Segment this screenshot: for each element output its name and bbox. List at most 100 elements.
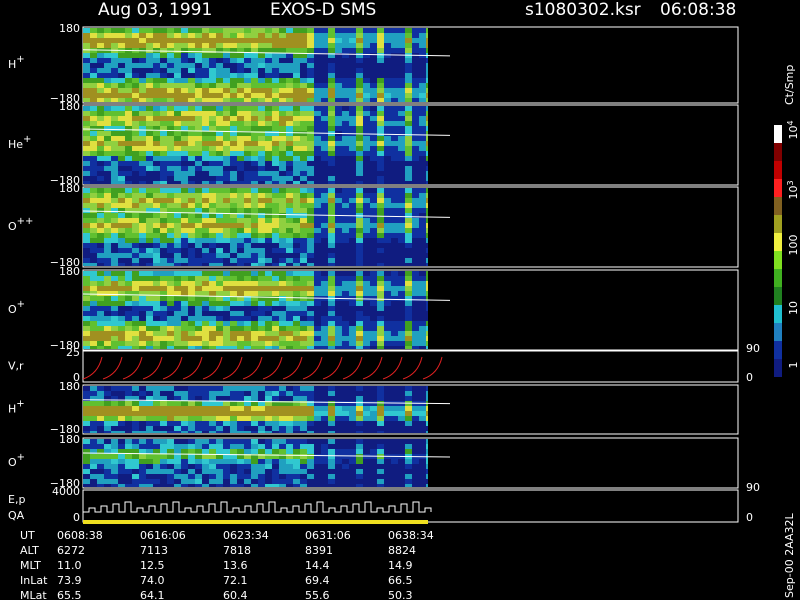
- spectrogram-cell: [139, 203, 146, 208]
- spectrogram-cell: [223, 188, 230, 193]
- spectrogram-cell: [335, 306, 342, 311]
- spectrogram-cell: [202, 151, 209, 156]
- spectrogram-cell: [90, 296, 97, 301]
- spectrogram-cell: [139, 156, 146, 161]
- spectrogram-cell: [272, 111, 279, 116]
- spectrogram-cell: [419, 248, 426, 253]
- spectrogram-cell: [160, 126, 167, 131]
- spectrogram-cell: [216, 263, 223, 266]
- spectrogram-cell: [370, 316, 377, 321]
- spectrogram-cell: [83, 213, 90, 218]
- spectrogram-cell: [370, 53, 377, 58]
- spectrogram-cell: [363, 326, 370, 331]
- spectrogram-cell: [237, 316, 244, 321]
- spectrogram-cell: [111, 171, 118, 176]
- spectrogram-cell: [83, 203, 90, 208]
- spectrogram-cell: [328, 156, 335, 161]
- spectrogram-cell: [265, 248, 272, 253]
- spectrogram-cell: [328, 38, 335, 43]
- spectrogram-cell: [405, 464, 412, 469]
- spectrogram-cell: [181, 396, 188, 401]
- spectrogram-cell: [300, 459, 307, 464]
- spectrogram-cell: [237, 426, 244, 431]
- spectrogram-cell: [90, 306, 97, 311]
- spectrogram-cell: [391, 58, 398, 63]
- spectrogram-cell: [370, 93, 377, 98]
- spectrogram-cell: [146, 238, 153, 243]
- spectrogram-cell: [419, 73, 426, 78]
- spectrogram-cell: [265, 316, 272, 321]
- spectrogram-cell: [314, 106, 321, 111]
- spectrogram-cell: [111, 98, 118, 102]
- spectrogram-cell: [146, 459, 153, 464]
- spectrogram-cell: [349, 326, 356, 331]
- spectrogram-cell: [321, 439, 328, 444]
- spectrogram-cell: [356, 28, 363, 33]
- spectrogram-cell: [286, 474, 293, 479]
- spectrogram-cell: [363, 301, 370, 306]
- spectrogram-cell: [83, 28, 90, 33]
- spectrogram-cell: [160, 311, 167, 316]
- spectrogram-cell: [272, 286, 279, 291]
- spectrogram-cell: [223, 38, 230, 43]
- spectrogram-cell: [286, 38, 293, 43]
- spectrogram-cell: [363, 411, 370, 416]
- spectrogram-cell: [279, 213, 286, 218]
- spectrogram-cell: [167, 188, 174, 193]
- spectrogram-cell: [174, 68, 181, 73]
- spectrogram-cell: [293, 68, 300, 73]
- spectrogram-cell: [370, 38, 377, 43]
- spectrogram-cell: [391, 141, 398, 146]
- spectrogram-cell: [321, 263, 328, 266]
- spectrogram-cell: [321, 454, 328, 459]
- spectrogram-cell: [412, 106, 419, 111]
- spectrogram-cell: [139, 281, 146, 286]
- spectrogram-cell: [363, 459, 370, 464]
- spectrogram-cell: [237, 258, 244, 263]
- spectrogram-cell: [335, 331, 342, 336]
- spectrogram-cell: [132, 306, 139, 311]
- spectrogram-cell: [230, 464, 237, 469]
- spectrogram-cell: [300, 238, 307, 243]
- spectrogram-cell: [286, 218, 293, 223]
- spectrogram-cell: [279, 111, 286, 116]
- spectrogram-cell: [153, 131, 160, 136]
- spectrogram-cell: [167, 386, 174, 391]
- spectrogram-cell: [314, 171, 321, 176]
- spectrogram-cell: [349, 258, 356, 263]
- spectrogram-cell: [83, 176, 90, 181]
- spectrogram-cell: [97, 58, 104, 63]
- spectrogram-cell: [370, 228, 377, 233]
- spectrogram-cell: [328, 228, 335, 233]
- spectrogram-cell: [195, 218, 202, 223]
- spectrogram-cell: [377, 208, 384, 213]
- spectrogram-cell: [146, 223, 153, 228]
- spectrogram-cell: [335, 411, 342, 416]
- spectrogram-cell: [181, 218, 188, 223]
- spectrogram-cell: [244, 53, 251, 58]
- spectrogram-cell: [195, 296, 202, 301]
- spectrogram-cell: [153, 243, 160, 248]
- spectrogram-cell: [328, 336, 335, 341]
- spectrogram-cell: [97, 63, 104, 68]
- spectrogram-cell: [335, 181, 342, 184]
- spectrogram-cell: [160, 459, 167, 464]
- spectrogram-cell: [293, 479, 300, 484]
- spectrogram-cell: [153, 469, 160, 474]
- spectrogram-cell: [258, 141, 265, 146]
- spectrogram-cell: [258, 83, 265, 88]
- spectrogram-cell: [181, 416, 188, 421]
- spectrogram-cell: [286, 426, 293, 431]
- spectrogram-cell: [160, 321, 167, 326]
- spectrogram-cell: [356, 53, 363, 58]
- spectrogram-cell: [125, 93, 132, 98]
- spectrogram-cell: [300, 439, 307, 444]
- spectrogram-cell: [83, 469, 90, 474]
- spectrogram-cell: [342, 38, 349, 43]
- spectrogram-cell: [181, 171, 188, 176]
- spectrogram-cell: [335, 416, 342, 421]
- spectrogram-cell: [363, 176, 370, 181]
- spectrogram-cell: [321, 218, 328, 223]
- spectrogram-cell: [244, 121, 251, 126]
- spectrogram-cell: [363, 431, 370, 433]
